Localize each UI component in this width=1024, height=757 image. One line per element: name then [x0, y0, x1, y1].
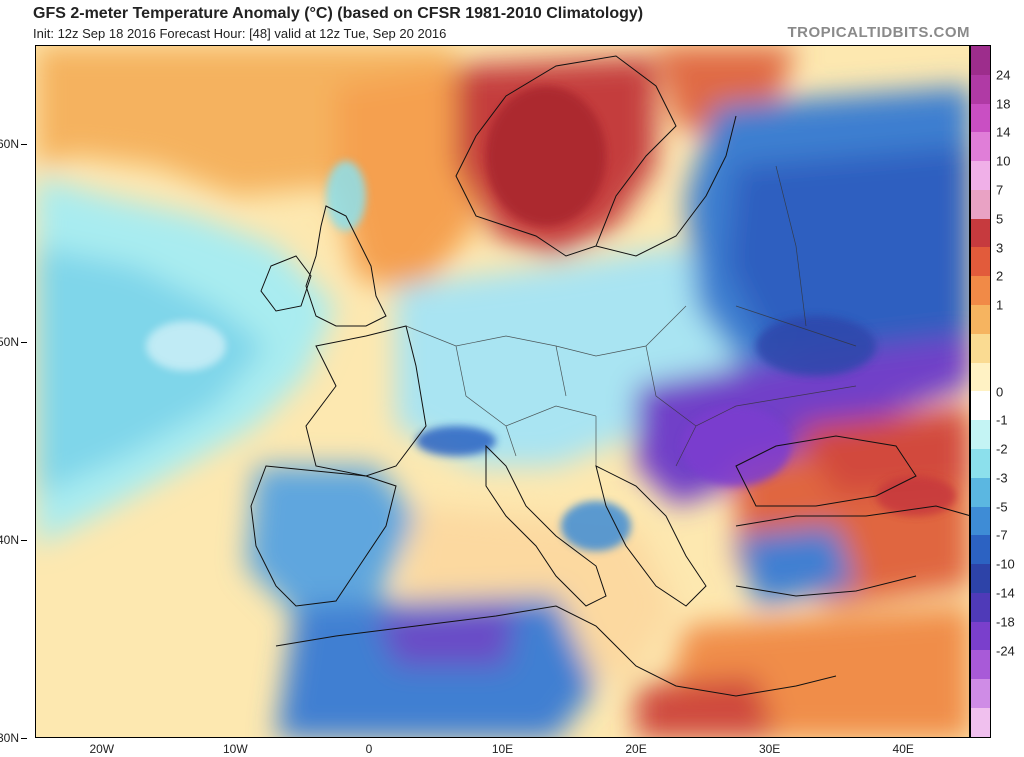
lat-label: 40N: [0, 533, 27, 547]
lon-label: 0: [365, 742, 373, 756]
coast-france: [305, 325, 427, 477]
colorbar-label: -5: [996, 499, 1008, 515]
colorbar-label: -10: [996, 556, 1015, 572]
atlantic-cool-core: [36, 246, 266, 496]
source-credit: TROPICALTIDBITS.COM: [787, 24, 970, 41]
coast-ireland: [260, 255, 312, 312]
colorbar-label: 0: [996, 384, 1004, 399]
russia-cold-core: [726, 146, 969, 366]
atlas-purple: [376, 606, 516, 666]
colorbar-label: 2: [996, 268, 1004, 284]
colorbar-label: 10: [996, 153, 1011, 169]
colorbar-segment: [971, 679, 990, 708]
map-title: GFS 2-meter Temperature Anomaly (°C) (ba…: [33, 5, 644, 22]
lon-label: 20W: [89, 742, 115, 756]
colorbar-segment: [971, 564, 990, 593]
colorbar-label: -3: [996, 470, 1008, 486]
coast-iberia: [250, 465, 397, 607]
colorbar-segment: [971, 448, 990, 478]
colorbar-segment: [971, 276, 990, 306]
lat-label: 30N: [0, 731, 27, 745]
lat-label: 50N: [0, 335, 27, 349]
lon-label: 10W: [223, 742, 248, 756]
lon-label: 30E: [758, 742, 781, 756]
colorbar-segment: [971, 247, 990, 277]
colorbar-label: 5: [996, 211, 1004, 227]
colorbar-segment: [971, 305, 990, 334]
forecast-info: Init: 12z Sep 18 2016 Forecast Hour: [48…: [33, 26, 447, 41]
libya-warm: [636, 676, 776, 737]
coast-baltic: [595, 115, 737, 257]
colorbar-segment: [971, 592, 990, 622]
colorbar-label: 1: [996, 297, 1004, 313]
lat-label: 60N: [0, 137, 27, 151]
colorbar-segment: [971, 650, 990, 680]
colorbar: [970, 45, 991, 738]
colorbar-label: -2: [996, 441, 1008, 457]
colorbar-segment: [971, 391, 990, 421]
colorbar-segment: [971, 161, 990, 190]
coast-north-africa: [275, 605, 837, 697]
colorbar-label: 18: [996, 96, 1011, 112]
colorbar-label: -18: [996, 614, 1015, 630]
coast-balkans: [595, 465, 707, 607]
colorbar-label: 14: [996, 124, 1011, 140]
coast-turkey: [735, 505, 969, 597]
anomaly-map: [35, 45, 970, 738]
colorbar-segment: [971, 189, 990, 219]
colorbar-segment: [971, 420, 990, 449]
coast-black-sea: [735, 435, 917, 507]
anatolia-cold-patch: [736, 526, 856, 606]
colorbar-segment: [971, 362, 990, 392]
colorbar-label: 24: [996, 67, 1011, 83]
colorbar-segment: [971, 535, 990, 565]
coast-italy: [485, 444, 607, 607]
colorbar-segment: [971, 333, 990, 363]
colorbar-label: -24: [996, 643, 1015, 659]
colorbar-label: -7: [996, 527, 1008, 543]
coast-britain: [305, 205, 387, 327]
colorbar-segment: [971, 132, 990, 162]
colorbar-segment: [971, 103, 990, 133]
colorbar-segment: [971, 218, 990, 248]
colorbar-label: 7: [996, 182, 1004, 198]
colorbar-segment: [971, 506, 990, 536]
coast-scandinavia: [455, 55, 677, 257]
colorbar-label: -14: [996, 585, 1015, 601]
lon-label: 40E: [892, 742, 914, 756]
colorbar-label: -1: [996, 412, 1008, 428]
lon-label: 20E: [625, 742, 647, 756]
lon-label: 10E: [491, 742, 514, 756]
colorbar-segment: [971, 477, 990, 507]
colorbar-segment: [971, 74, 990, 104]
colorbar-segment: [971, 46, 990, 75]
north-sea-warm: [336, 66, 476, 296]
colorbar-segment: [971, 621, 990, 651]
colorbar-label: 3: [996, 240, 1004, 256]
iberia-cool: [246, 466, 416, 616]
border-lines: [405, 165, 857, 467]
colorbar-segment: [971, 707, 990, 737]
caspian-warm-red: [796, 406, 969, 496]
north-africa-cold: [276, 596, 596, 737]
